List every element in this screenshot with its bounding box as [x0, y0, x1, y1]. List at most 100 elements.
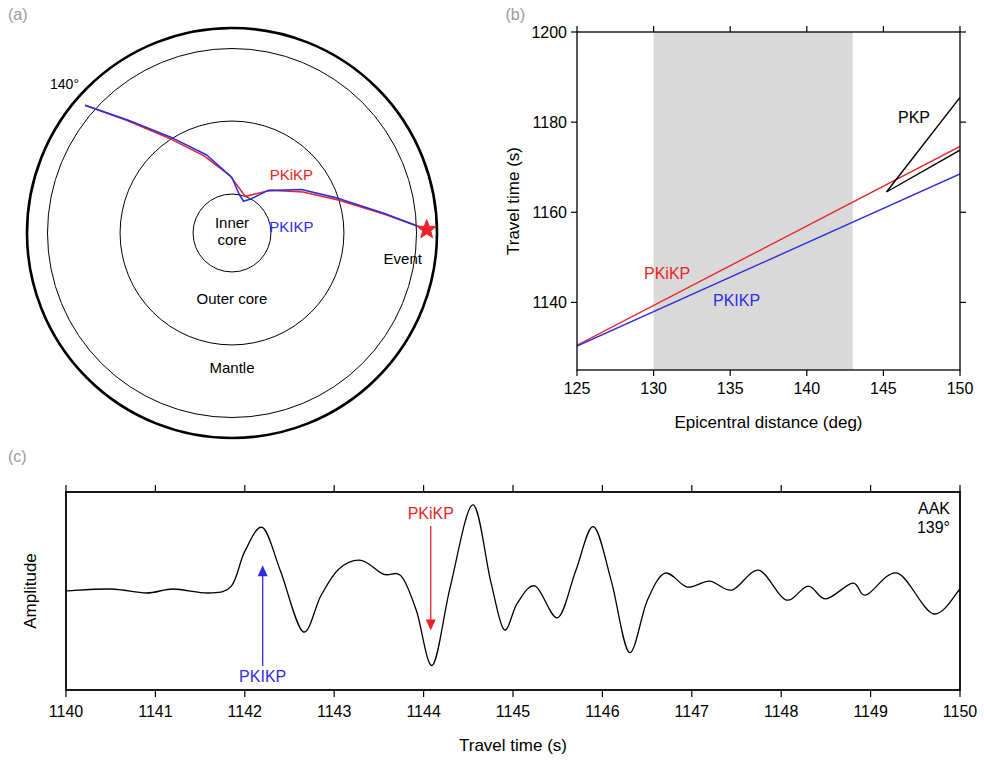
x-tick	[576, 370, 577, 376]
x-tick	[576, 26, 577, 32]
y-tick	[960, 212, 966, 213]
x-tick	[959, 690, 960, 697]
station-label: AAK	[918, 500, 950, 517]
x-tick-label: 1145	[496, 703, 531, 720]
x-tick-label: 1141	[138, 703, 173, 720]
ray-label: PKIKP	[269, 218, 313, 235]
arrow-label: PKiKP	[408, 505, 454, 522]
panel-a: (a) PKiKP PKIKP Event 140° Innercore Outer cor…	[8, 6, 437, 438]
region-label-line: Inner	[215, 214, 249, 231]
figure: (a) PKiKP PKIKP Event 140° Innercore Outer cor…	[0, 0, 984, 766]
x-tick	[244, 485, 245, 492]
x-tick-label: 150	[947, 380, 974, 397]
x-tick	[959, 485, 960, 492]
ray-path	[85, 105, 427, 229]
region-label-line: core	[217, 231, 246, 248]
x-axis-title: Travel time (s)	[459, 736, 567, 755]
arrow-head	[426, 620, 436, 631]
region-label: Outer core	[197, 290, 268, 307]
x-tick-label: 125	[564, 380, 591, 397]
core-mantle-boundary	[120, 121, 344, 345]
panel-c: (c)1140114111421143114411451146114711481…	[8, 448, 977, 755]
x-tick	[870, 690, 871, 697]
event-star	[417, 220, 436, 238]
x-tick	[959, 26, 960, 32]
plot-frame	[66, 492, 960, 690]
panel-label: (b)	[505, 6, 525, 23]
x-tick	[65, 485, 66, 492]
event-label: Event	[384, 250, 423, 267]
arrow-shaft	[262, 574, 263, 666]
y-tick-label: 1140	[533, 294, 568, 311]
x-tick	[423, 485, 424, 492]
x-tick	[244, 690, 245, 697]
x-tick	[691, 690, 692, 697]
x-tick	[334, 690, 335, 697]
ray-label: PKiKP	[270, 166, 313, 183]
x-tick	[870, 485, 871, 492]
shaded-range	[654, 32, 853, 370]
series-label: PKP	[898, 109, 930, 126]
x-tick-label: 1150	[943, 703, 978, 720]
panel-label: (a)	[8, 6, 28, 23]
y-tick	[571, 31, 577, 32]
arrow-head	[258, 565, 268, 576]
x-tick	[883, 26, 884, 32]
upper-mantle-boundary	[48, 49, 417, 418]
x-tick	[730, 26, 731, 32]
x-tick	[691, 485, 692, 492]
y-tick	[960, 31, 966, 32]
y-tick	[571, 302, 577, 303]
y-tick-label: 1200	[531, 24, 567, 41]
y-tick	[571, 122, 577, 123]
y-axis-title: Travel time (s)	[504, 147, 523, 255]
travel-time-line	[886, 97, 960, 192]
x-tick-label: 1148	[764, 703, 799, 720]
x-tick	[155, 485, 156, 492]
series-group	[577, 97, 960, 346]
x-tick	[512, 485, 513, 492]
x-tick-label: 140	[793, 380, 820, 397]
x-tick	[653, 26, 654, 32]
x-tick-label: 1144	[406, 703, 441, 720]
x-tick	[334, 485, 335, 492]
x-tick	[730, 370, 731, 376]
x-tick-label: 1149	[853, 703, 888, 720]
inner-core-boundary	[193, 194, 271, 272]
x-tick	[602, 690, 603, 697]
x-tick	[423, 690, 424, 697]
x-tick-label: 145	[870, 380, 897, 397]
phase-arrow	[258, 565, 268, 666]
waveform	[66, 505, 960, 666]
phase-arrow	[426, 526, 436, 631]
series-group	[66, 505, 960, 666]
x-axis-title: Epicentral distance (deg)	[674, 413, 862, 432]
x-tick	[602, 485, 603, 492]
x-tick	[883, 370, 884, 376]
series-label: PKiKP	[644, 265, 690, 282]
series-label: PKIKP	[713, 292, 760, 309]
x-tick	[781, 690, 782, 697]
plot-frame	[577, 32, 960, 370]
distance-label: 140°	[50, 76, 79, 92]
ray-path	[85, 105, 427, 229]
arrow-shaft	[430, 526, 431, 622]
x-tick-label: 130	[640, 380, 667, 397]
x-tick	[781, 485, 782, 492]
y-tick-label: 1180	[533, 114, 568, 131]
x-tick-label: 135	[717, 380, 744, 397]
distance-label: 139°	[917, 519, 950, 536]
x-tick	[65, 690, 66, 697]
travel-time-line	[577, 174, 960, 346]
x-tick	[653, 370, 654, 376]
y-tick	[960, 302, 966, 303]
x-tick-label: 1143	[317, 703, 352, 720]
x-tick	[806, 370, 807, 376]
earth-surface	[27, 28, 437, 438]
x-tick-label: 1146	[585, 703, 620, 720]
x-tick-label: 1140	[49, 703, 84, 720]
travel-time-line	[577, 146, 960, 345]
y-tick-label: 1160	[533, 204, 568, 221]
y-tick	[571, 212, 577, 213]
x-tick	[155, 690, 156, 697]
